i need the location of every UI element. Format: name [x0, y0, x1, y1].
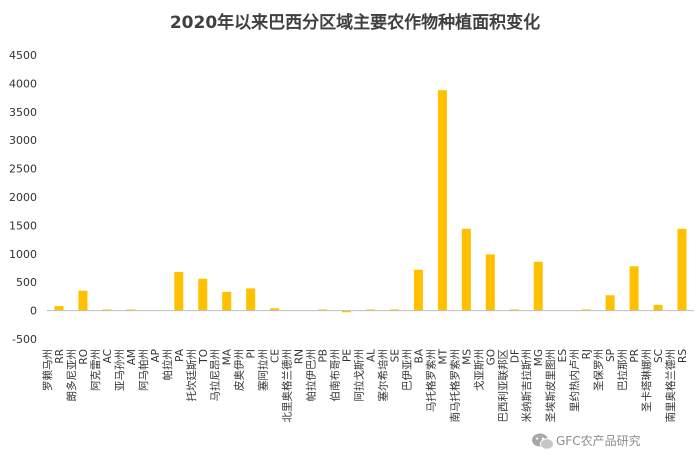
x-category-name: 亚马孙州: [113, 349, 126, 391]
x-category-name: 托坎廷斯州: [185, 349, 198, 402]
bar-go: [485, 254, 495, 311]
bar-ba: [413, 269, 423, 311]
bar-rr: [54, 306, 64, 311]
x-category-name: 巴拉那州: [616, 349, 629, 391]
x-category-code: AM: [126, 349, 138, 365]
y-tick-label: 3500: [9, 106, 37, 119]
x-category-code: MS: [461, 349, 473, 365]
x-category-name: 圣卡塔琳娜州: [640, 349, 653, 412]
bar-rs: [677, 228, 687, 311]
x-category-code: DF: [509, 349, 521, 363]
x-category-code: SC: [653, 349, 665, 363]
x-category-code: RS: [677, 349, 689, 363]
y-tick-label: 1500: [9, 219, 37, 232]
bar-ms: [461, 228, 471, 311]
y-tick-label: 1000: [9, 248, 37, 261]
x-category-code: RJ: [581, 349, 593, 359]
x-category-name: 南里奥格兰德州: [664, 349, 677, 423]
x-category-code: MA: [222, 348, 234, 365]
bar-pe: [342, 310, 352, 313]
y-tick-label: 4000: [9, 77, 37, 90]
y-tick-label: 3000: [9, 134, 37, 147]
y-axis: -500 0 500 1000 1500 2000 2500 3000 3500 4000 4500: [9, 49, 37, 346]
x-category-name: 朗多尼亚州: [65, 349, 78, 402]
bar-series: [54, 90, 687, 313]
x-category-code: MG: [533, 349, 545, 366]
x-category-name: 南马托格罗索州: [448, 349, 461, 423]
x-category-name: 马托格罗索州: [424, 349, 437, 412]
x-category-code: AC: [102, 349, 114, 363]
x-category-code: PI: [246, 349, 258, 358]
x-category-name: 伯南布哥州: [329, 349, 342, 402]
x-category-code: BA: [413, 348, 425, 363]
x-category-name: 里约热内卢州: [568, 349, 581, 412]
bar-ma: [222, 291, 232, 311]
bar-mg: [533, 261, 543, 311]
x-category-name: 圣埃斯皮里图州: [544, 349, 557, 423]
y-tick-label: 0: [30, 305, 37, 318]
y-tick-label: 2000: [9, 191, 37, 204]
x-category-name: 皮奥伊州: [233, 349, 246, 391]
bar-pa: [174, 271, 184, 311]
x-category-name: 塞阿拉州: [257, 349, 270, 391]
bar-ro: [78, 290, 88, 311]
watermark: GFC农产品研究: [532, 433, 641, 450]
x-category-code: RO: [78, 349, 90, 365]
x-category-code: TO: [198, 349, 210, 365]
bar-sc: [653, 304, 663, 311]
bar-ce: [270, 308, 280, 311]
x-category-code: PR: [629, 349, 641, 363]
x-category-code: AP: [150, 349, 162, 363]
bar-pi: [246, 288, 256, 311]
wechat-icon: [532, 433, 554, 450]
x-category-name: 巴西利亚联邦区: [496, 349, 509, 423]
x-category-code: RN: [294, 349, 306, 364]
bar-to: [198, 278, 208, 311]
x-category-code: GO: [485, 349, 497, 365]
x-category-code: MT: [437, 348, 449, 364]
bar-mt: [437, 90, 447, 311]
x-category-code: ES: [557, 349, 569, 363]
x-category-name: 戈亚斯州: [472, 349, 485, 391]
x-category-code: PE: [342, 349, 354, 362]
y-tick-label: 4500: [9, 49, 37, 62]
x-category-code: SP: [605, 349, 617, 362]
x-category-name: 马拉尼昂州: [209, 349, 222, 402]
y-tick-label: -500: [12, 333, 37, 346]
bar-pr: [629, 266, 639, 311]
watermark-text: GFC农产品研究: [556, 433, 641, 448]
x-category-code: CE: [270, 349, 282, 363]
x-category-name: 巴伊亚州: [401, 349, 413, 391]
x-category-name: 米纳斯吉拉斯州: [520, 349, 533, 423]
x-category-code: PB: [318, 349, 330, 363]
x-category-name: 塞尔希培州: [376, 349, 389, 402]
x-category-name: 圣保罗州: [592, 349, 605, 391]
x-category-name: 阿克雷州: [90, 349, 102, 391]
x-category-name: 帕拉州: [161, 349, 174, 381]
x-category-code: SE: [389, 349, 401, 362]
y-tick-label: 500: [16, 276, 37, 289]
x-category-code: AL: [366, 349, 378, 362]
chart-title: 2020年以来巴西分区域主要农作物种植面积变化: [170, 12, 540, 33]
x-category-code: RR: [54, 349, 66, 364]
x-category-name: 阿拉戈斯州: [353, 349, 366, 402]
x-category-code: PA: [174, 348, 186, 362]
y-tick-label: 2500: [9, 163, 37, 176]
x-category-name: 阿马帕州: [137, 349, 150, 391]
x-category-name: 罗赖马州: [42, 349, 54, 391]
x-category-name: 帕拉伊巴州: [305, 349, 318, 402]
bar-sp: [605, 295, 615, 311]
x-category-name: 北里奥格兰德州: [281, 349, 294, 423]
